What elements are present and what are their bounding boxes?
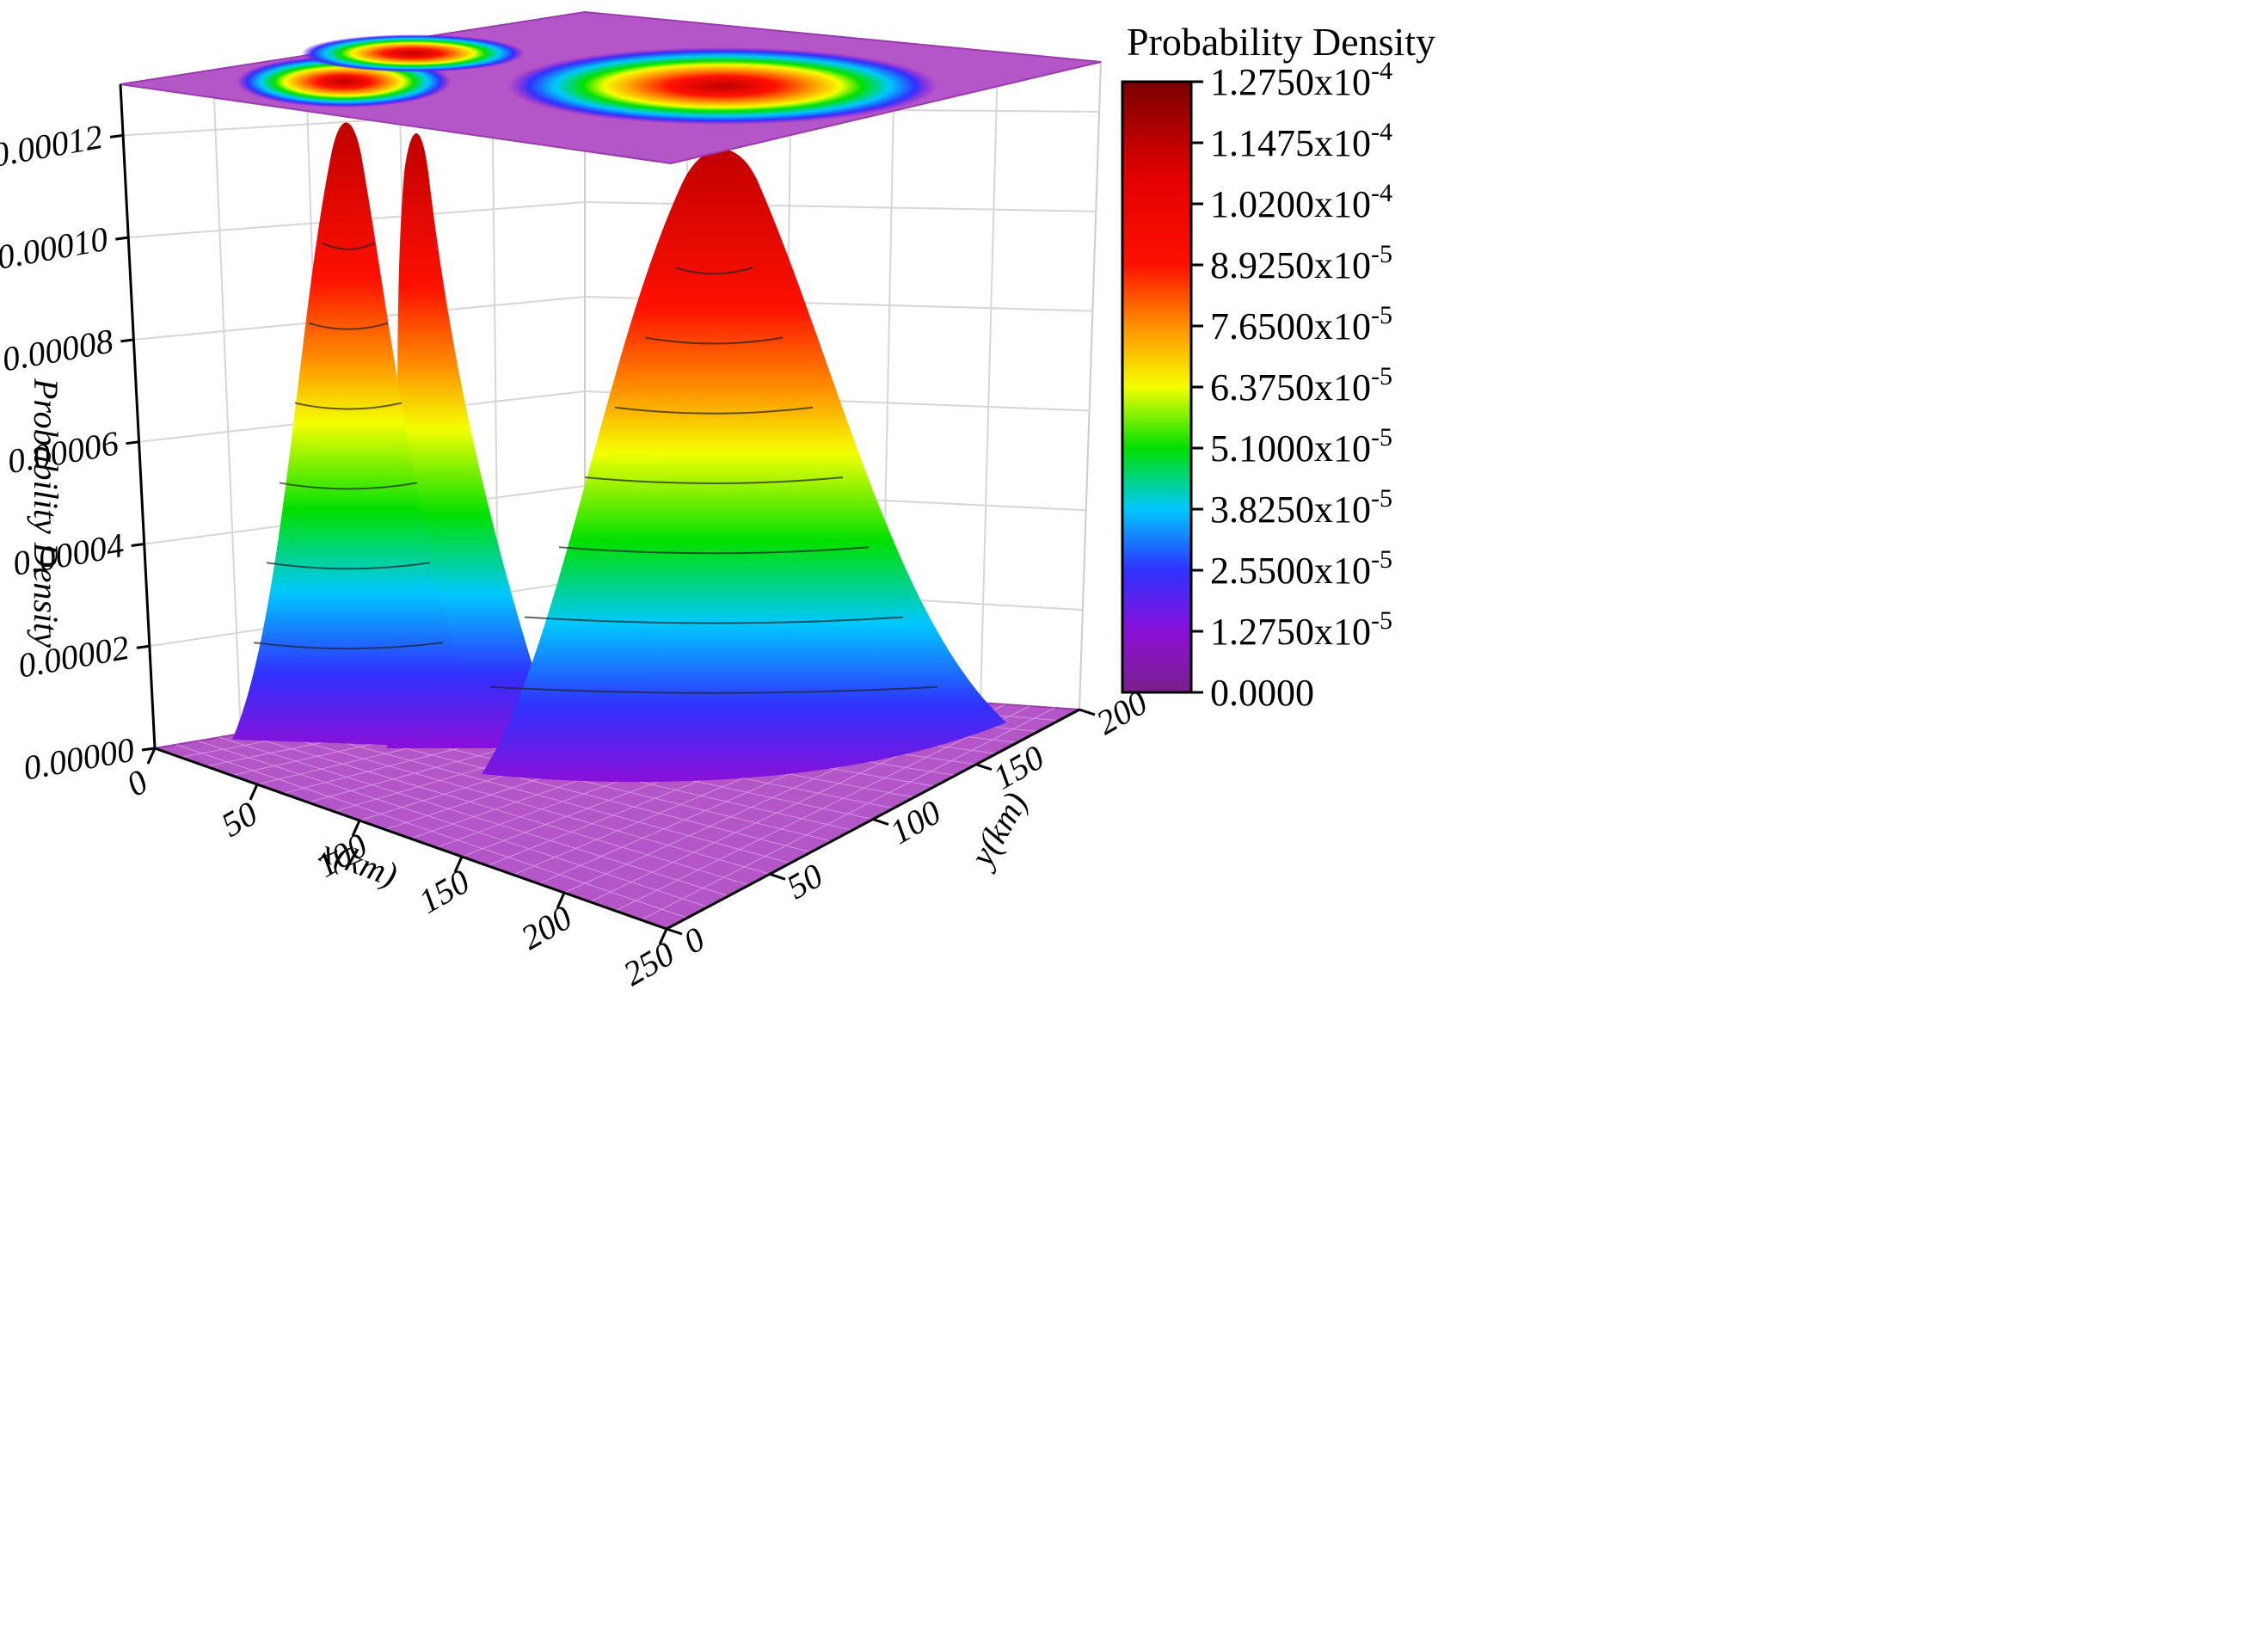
x-tick-3 — [453, 856, 464, 873]
z-tick-label-5: 0.00010 — [0, 219, 111, 277]
colorbar-label-2: 1.0200x10-4 — [1210, 179, 1392, 225]
x-tick-1 — [249, 784, 259, 801]
x-tick-0 — [146, 747, 157, 765]
x-tick-5 — [658, 928, 668, 945]
contour-line-right-6 — [674, 267, 753, 275]
z-axis-line — [119, 83, 157, 749]
contour-lines — [253, 242, 938, 694]
top-contour-3 — [507, 47, 937, 125]
wall-vgrid-right-4 — [980, 61, 999, 704]
y-tick-label-0: 0 — [677, 919, 711, 962]
colorbar-label-3: 8.9250x10-5 — [1210, 240, 1392, 286]
contour-line-left-0 — [253, 642, 444, 650]
colorbar-label-8: 2.5500x10-5 — [1210, 545, 1392, 592]
colorbar-label-6: 5.1000x10-5 — [1210, 423, 1392, 470]
colorbar-label-4: 7.6500x10-5 — [1210, 301, 1392, 347]
colorbar-title: Probability Density — [1127, 20, 1435, 64]
peak-left — [232, 122, 490, 748]
z-axis-title: Probability Density — [27, 378, 65, 648]
colorbar-label-5: 6.3750x10-5 — [1210, 362, 1392, 409]
y-axis-title: y(km) — [961, 785, 1035, 876]
y-tick-0 — [666, 927, 683, 936]
z-tick-4 — [120, 338, 134, 343]
contour-line-left-5 — [322, 242, 375, 250]
floor-mesh-line-a-18 — [615, 705, 1030, 912]
y-tick-1 — [769, 872, 786, 881]
colorbar-labels: 1.2750x10-4 1.1475x10-4 1.0200x10-4 8.9250x… — [1191, 57, 1392, 714]
z-tick-label-0: 0.00000 — [21, 730, 138, 788]
contour-line-right-4 — [614, 406, 814, 415]
x-tick-label-4: 200 — [514, 898, 578, 957]
contour-line-right-2 — [558, 546, 870, 555]
contour-line-left-4 — [308, 322, 389, 330]
x-tick-label-0: 0 — [120, 762, 154, 804]
peak-right — [482, 149, 1006, 783]
x-tick-2 — [351, 820, 361, 837]
z-tick-1 — [136, 644, 151, 649]
colorbar-label-10: 0.0000 — [1210, 672, 1314, 714]
top-contour-2 — [301, 34, 525, 72]
y-tick-3 — [975, 763, 993, 771]
colorbar-label-1: 1.1475x10-4 — [1210, 118, 1392, 164]
z-tick-3 — [126, 440, 139, 446]
x-axis-line — [154, 747, 667, 931]
y-tick-4 — [1079, 708, 1096, 716]
z-tick-6 — [109, 133, 124, 138]
wall-grid-line-right-5 — [584, 201, 1097, 212]
z-tick-label-6: 0.00012 — [0, 117, 106, 175]
colorbar-label-0: 1.2750x10-4 — [1210, 57, 1392, 103]
contour-line-right-3 — [584, 476, 844, 484]
x-tick-label-3: 150 — [412, 862, 476, 921]
x-tick-label-5: 250 — [617, 934, 680, 993]
contour-line-left-2 — [279, 482, 418, 490]
contour-line-right-1 — [524, 616, 904, 624]
contour-line-right-0 — [489, 685, 938, 694]
contour-line-left-1 — [266, 562, 431, 570]
x-tick-4 — [556, 892, 566, 909]
floor-mesh-line-a-19 — [641, 707, 1055, 920]
z-tick-label-4: 0.00008 — [0, 321, 116, 378]
wall-vgrid-left-1 — [212, 79, 242, 735]
colorbar: Probability Density 1.2750x10-4 1.1475x10… — [1121, 20, 1435, 714]
z-tick-5 — [115, 236, 129, 241]
colorbar-label-9: 1.2750x10-5 — [1210, 606, 1392, 653]
colorbar-label-7: 3.8250x10-5 — [1210, 484, 1392, 531]
z-tick-0 — [141, 747, 156, 752]
peaks — [232, 122, 1006, 783]
y-tick-2 — [872, 818, 889, 826]
top-contours — [237, 34, 937, 125]
x-tick-label-1: 50 — [215, 794, 264, 845]
z-tick-2 — [131, 542, 144, 547]
contour-line-left-3 — [294, 402, 403, 410]
colorbar-rect — [1121, 80, 1193, 694]
contour-line-right-5 — [644, 336, 784, 345]
